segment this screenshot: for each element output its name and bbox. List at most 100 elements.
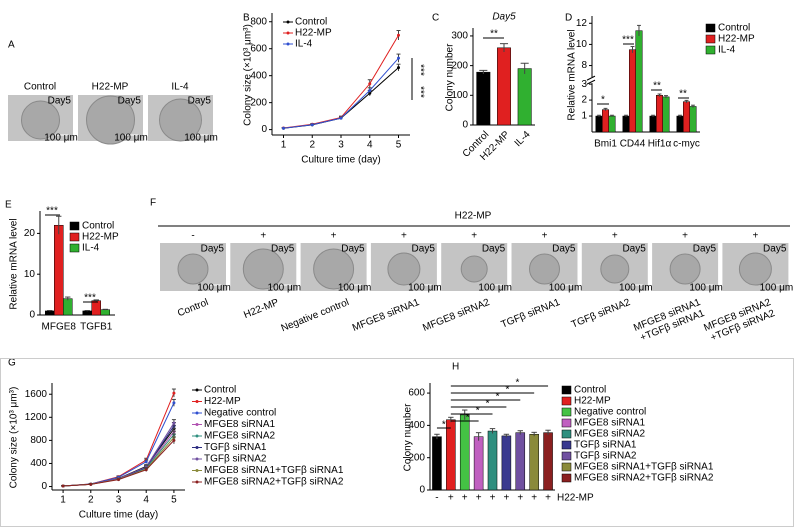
legend-label: H22-MP: [204, 396, 241, 407]
x-tick-label: +: [490, 493, 496, 504]
y-tick-label: 12: [576, 18, 588, 29]
legend-label: MFGE8 siRNA2: [204, 431, 276, 442]
scale-label: 100 μm: [197, 283, 231, 294]
legend-label: Control: [718, 23, 750, 34]
scale-label: 100 μm: [549, 283, 583, 294]
treatment-sign: +: [401, 231, 407, 242]
x-tick-label: 3: [116, 495, 122, 506]
day-label: Day5: [763, 244, 787, 255]
legend-label: Control: [204, 385, 236, 396]
legend-label: MFGE8 siRNA1: [204, 419, 276, 430]
day-label: Day5: [201, 244, 225, 255]
bar: [608, 115, 616, 133]
y-tick-label: 1: [581, 111, 587, 122]
data-point: [282, 126, 285, 130]
x-tick-label: 4: [367, 140, 373, 151]
legend-label: H22-MP: [295, 28, 332, 39]
legend-swatch: [705, 23, 716, 33]
legend-label: Negative control: [204, 408, 276, 419]
panel-letter: E: [5, 200, 12, 211]
data-point: [397, 33, 400, 37]
bar: [54, 224, 64, 316]
x-tick-label: +: [448, 493, 454, 504]
legend-marker: [195, 434, 199, 438]
x-axis-label: Culture time (day): [79, 510, 158, 521]
bar: [63, 298, 73, 316]
panel-letter: C: [432, 13, 439, 24]
chart-title: Day5: [492, 12, 516, 23]
x-tick-label: +: [517, 493, 523, 504]
data-point: [172, 391, 176, 395]
x-tick-label: 1: [60, 495, 66, 506]
image-label: IL-4: [171, 82, 189, 93]
y-tick-label: 1200: [25, 412, 48, 423]
day-label: Day5: [622, 244, 646, 255]
y-tick-label: 0: [419, 485, 425, 496]
legend-marker: [195, 388, 199, 392]
x-tick-label: +: [531, 493, 537, 504]
bar: [629, 49, 636, 133]
y-axis-label: Relative mRNA level: [567, 29, 578, 120]
y-tick-label: 0: [29, 310, 35, 321]
legend-swatch: [69, 232, 80, 242]
bar: [649, 115, 657, 133]
y-tick-label: 300: [451, 31, 468, 42]
bar: [515, 432, 526, 491]
y-tick-label: 800: [250, 16, 267, 27]
treatment-sign: +: [682, 231, 688, 242]
x-tick-label: Bmi1: [594, 139, 617, 150]
y-tick-label: 2: [581, 95, 587, 106]
bar: [543, 432, 553, 491]
treatment-sign: +: [260, 231, 266, 242]
legend-marker: [195, 423, 199, 426]
significance-label: *: [601, 95, 605, 106]
legend-swatch: [69, 221, 80, 231]
significance-label: *: [515, 378, 519, 389]
x-tick-label: 3: [338, 140, 344, 151]
legend-label: IL-4: [295, 39, 313, 50]
scale-label: 100 μm: [619, 283, 653, 294]
day-label: Day5: [48, 96, 72, 107]
legend-marker: [286, 42, 290, 46]
bar: [595, 115, 603, 133]
significance-label: ***: [414, 64, 425, 76]
colony: [86, 95, 135, 145]
bar: [487, 430, 498, 491]
legend-label: Control: [574, 385, 606, 396]
significance-label: ***: [414, 86, 425, 98]
data-point: [368, 89, 372, 93]
bar: [635, 30, 643, 133]
legend-swatch: [561, 418, 572, 428]
bar: [459, 414, 470, 491]
colony: [21, 100, 60, 140]
significance-label: ***: [84, 293, 96, 304]
legend-label: H22-MP: [718, 34, 755, 45]
x-axis-label: Culture time (day): [301, 155, 380, 166]
y-tick-label: 0: [41, 481, 47, 492]
legend-marker: [286, 20, 290, 24]
bar: [602, 109, 609, 133]
data-point: [172, 401, 176, 405]
legend-label: TGFβ siRNA2: [574, 451, 637, 462]
legend-label: H22-MP: [574, 396, 611, 407]
day-label: Day5: [118, 96, 142, 107]
legend-marker: [195, 457, 199, 461]
legend-label: MFGE8 siRNA1+TGFβ siRNA1: [574, 462, 714, 473]
legend-label: Control: [82, 221, 114, 232]
x-tick-label: +: [503, 493, 509, 504]
legend-label: Control: [295, 17, 327, 28]
image-label: Control: [24, 82, 56, 93]
legend-label: IL-4: [718, 45, 736, 56]
colony: [159, 98, 202, 142]
x-tick-label: -: [435, 493, 438, 504]
legend-swatch: [561, 396, 572, 406]
x-tick-label: CD44: [620, 139, 646, 150]
x-tick-label: +: [462, 493, 468, 504]
panel-letter: B: [243, 13, 250, 24]
x-tick-label: +: [476, 493, 482, 504]
significance-label: **: [679, 89, 687, 100]
day-label: Day5: [341, 244, 365, 255]
scale-label: 100 μm: [338, 283, 372, 294]
y-axis-label: Relative mRNA level: [9, 218, 20, 309]
y-axis-label: Colony size (×10³ μm³): [9, 387, 20, 489]
